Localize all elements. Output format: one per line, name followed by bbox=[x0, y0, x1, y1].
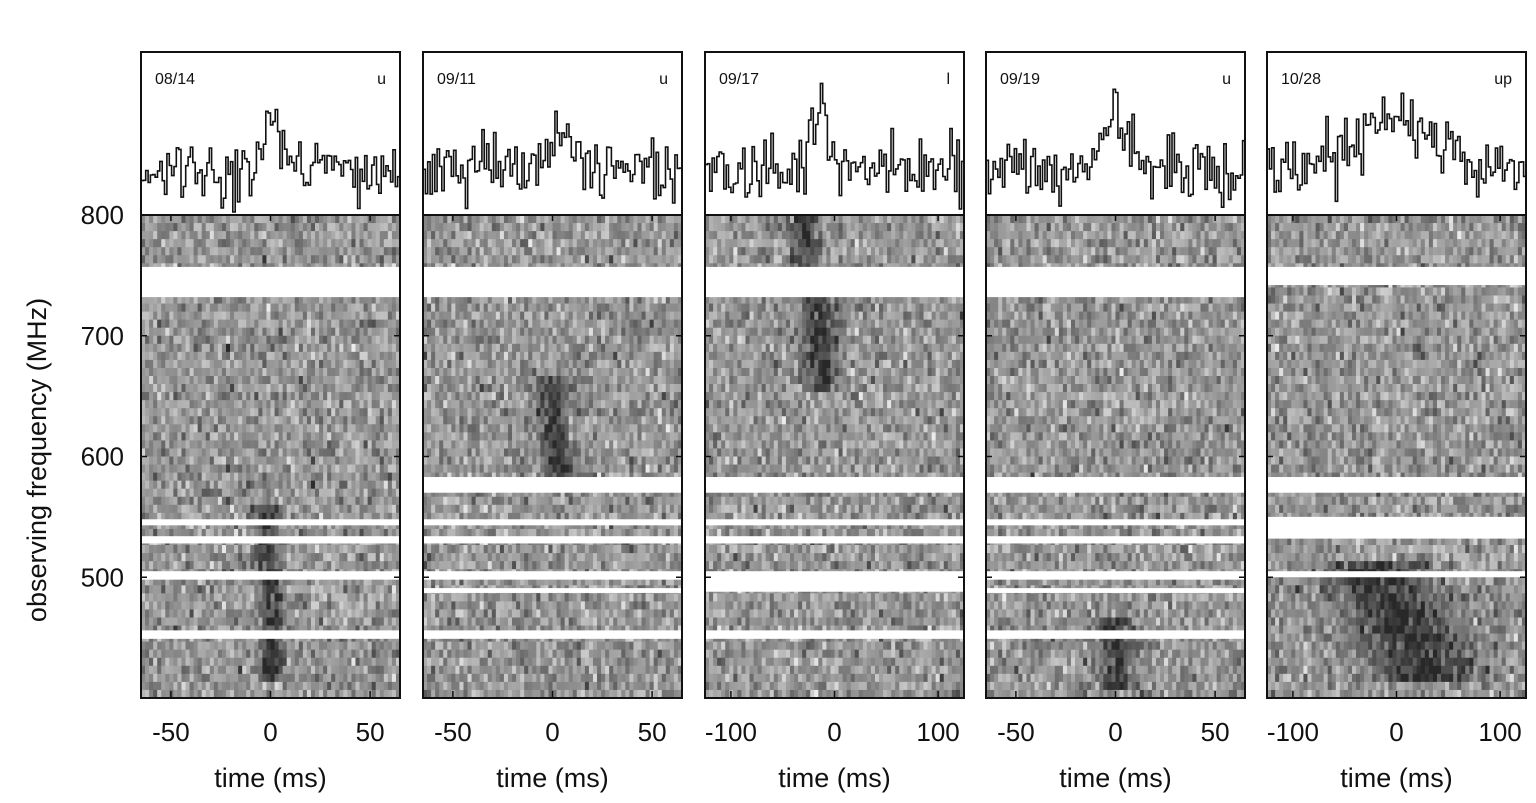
masked-band bbox=[423, 519, 682, 526]
x-tick-label: -50 bbox=[152, 717, 190, 747]
masked-band bbox=[705, 536, 964, 544]
masked-band bbox=[141, 571, 400, 580]
x-tick-label: 50 bbox=[638, 717, 667, 747]
dynamic-spectrum bbox=[141, 215, 400, 698]
masked-band bbox=[423, 571, 682, 580]
profile-line bbox=[423, 110, 682, 210]
y-tick-label: 800 bbox=[81, 200, 124, 230]
dynamic-spectrum bbox=[423, 215, 682, 698]
masked-band bbox=[1267, 477, 1526, 493]
masked-band bbox=[141, 519, 400, 526]
masked-band bbox=[141, 266, 400, 298]
x-axis-label: time (ms) bbox=[1340, 763, 1452, 793]
profile-line bbox=[141, 108, 400, 213]
panel-pol-label: l bbox=[946, 71, 950, 88]
panel-2: -50 0 50 time (ms) 09/11 u bbox=[422, 51, 683, 793]
masked-band bbox=[1267, 516, 1526, 539]
masked-band bbox=[141, 630, 400, 639]
x-tick-label: -50 bbox=[997, 717, 1035, 747]
x-tick-label: 50 bbox=[356, 717, 385, 747]
panel-date-label: 09/17 bbox=[719, 71, 759, 88]
dynamic-spectrum bbox=[986, 215, 1245, 698]
profile-line bbox=[705, 82, 964, 210]
x-tick-label: 100 bbox=[916, 717, 959, 747]
panel-pol-label: up bbox=[1494, 71, 1512, 88]
panel-pol-label: u bbox=[1222, 71, 1231, 88]
masked-band bbox=[986, 630, 1245, 639]
masked-band bbox=[423, 266, 682, 298]
masked-band bbox=[1267, 266, 1526, 286]
x-tick-label: 0 bbox=[545, 717, 559, 747]
masked-band bbox=[705, 630, 964, 639]
masked-band bbox=[986, 477, 1245, 493]
panel-3: -100 0 100 time (ms) 09/17 l bbox=[704, 51, 965, 793]
y-tick-label: 600 bbox=[81, 442, 124, 472]
masked-band bbox=[986, 266, 1245, 298]
masked-band bbox=[423, 477, 682, 493]
masked-band bbox=[705, 477, 964, 493]
x-tick-label: -50 bbox=[434, 717, 472, 747]
panel-pol-label: u bbox=[659, 71, 668, 88]
masked-band bbox=[705, 571, 964, 592]
x-tick-label: 50 bbox=[1201, 717, 1230, 747]
panel-1: -50 0 50 time (ms) 08/14 u bbox=[140, 51, 401, 793]
profile-line bbox=[986, 88, 1245, 208]
panel-date-label: 09/19 bbox=[1000, 71, 1040, 88]
masked-band bbox=[423, 630, 682, 639]
x-tick-label: -100 bbox=[705, 717, 757, 747]
panel-pol-label: u bbox=[377, 71, 386, 88]
y-tick-label: 500 bbox=[81, 562, 124, 592]
x-tick-label: 100 bbox=[1478, 717, 1521, 747]
panel-5: -100 0 100 time (ms) 10/28 up bbox=[1266, 51, 1527, 793]
masked-band bbox=[986, 571, 1245, 580]
x-tick-label: 0 bbox=[263, 717, 277, 747]
x-tick-label: 0 bbox=[827, 717, 841, 747]
masked-band bbox=[1267, 571, 1526, 578]
masked-band bbox=[141, 536, 400, 544]
masked-band bbox=[423, 536, 682, 544]
panel-date-label: 08/14 bbox=[155, 71, 195, 88]
profile-line bbox=[1267, 92, 1526, 203]
x-tick-label: 0 bbox=[1389, 717, 1403, 747]
y-axis-label: observing frequency (MHz) bbox=[22, 298, 52, 622]
dynamic-spectrum bbox=[1267, 215, 1526, 698]
masked-band bbox=[423, 588, 682, 593]
panel-4: -50 0 50 time (ms) 09/19 u bbox=[985, 51, 1246, 793]
panel-date-label: 09/11 bbox=[437, 71, 476, 88]
masked-band bbox=[986, 588, 1245, 593]
dynamic-spectrum bbox=[705, 215, 964, 698]
x-tick-label: 0 bbox=[1108, 717, 1122, 747]
masked-band bbox=[986, 519, 1245, 526]
masked-band bbox=[705, 519, 964, 526]
x-axis-label: time (ms) bbox=[496, 763, 608, 793]
masked-band bbox=[986, 536, 1245, 544]
x-axis-label: time (ms) bbox=[214, 763, 326, 793]
masked-band bbox=[705, 266, 964, 298]
x-axis-label: time (ms) bbox=[778, 763, 890, 793]
panel-date-label: 10/28 bbox=[1281, 71, 1321, 88]
x-tick-label: -100 bbox=[1267, 717, 1319, 747]
y-tick-label: 700 bbox=[81, 321, 124, 351]
x-axis-label: time (ms) bbox=[1059, 763, 1171, 793]
